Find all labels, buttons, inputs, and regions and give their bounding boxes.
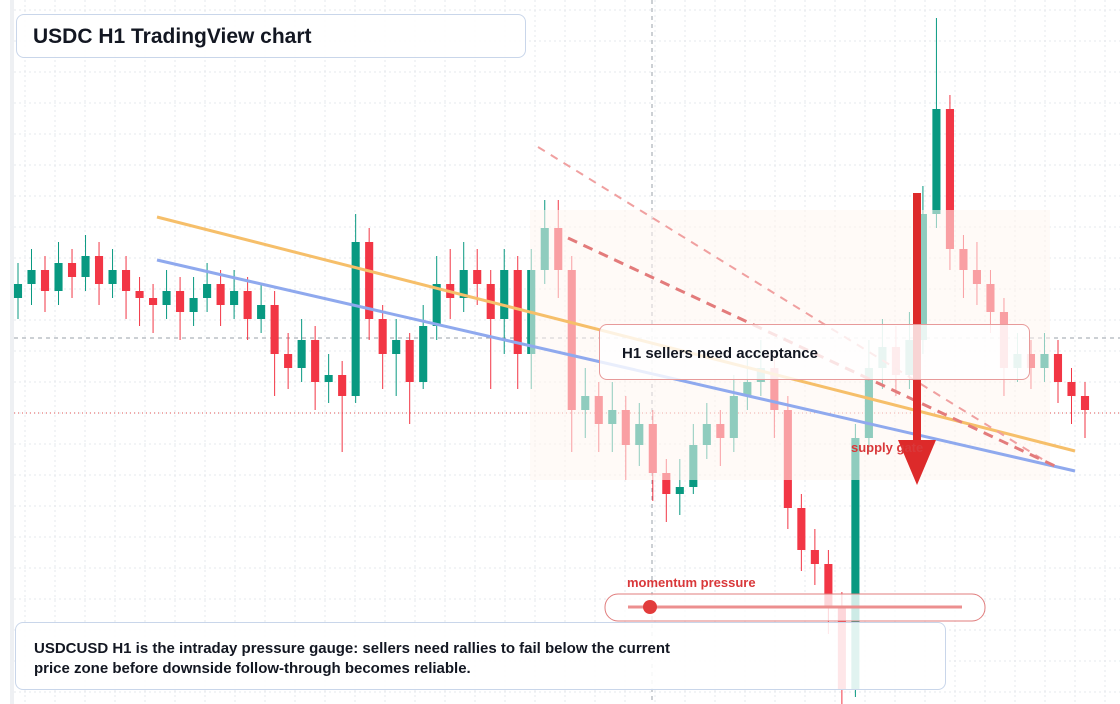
candle-body bbox=[419, 326, 428, 382]
candle-body bbox=[1080, 396, 1090, 410]
candle-body bbox=[135, 291, 144, 298]
candle-body bbox=[189, 298, 198, 312]
candle-body bbox=[162, 291, 171, 305]
candle-body bbox=[176, 291, 185, 312]
candle-body bbox=[121, 270, 131, 291]
arrow-head bbox=[898, 440, 936, 485]
candle-body bbox=[257, 305, 266, 319]
candle-body bbox=[297, 340, 306, 368]
zone-label: supply gate bbox=[851, 440, 924, 455]
chart-title: USDC H1 TradingView chart bbox=[16, 14, 526, 58]
candle-body bbox=[851, 438, 860, 690]
candle-body bbox=[338, 375, 347, 396]
candle-body bbox=[662, 473, 671, 494]
candle-body bbox=[94, 256, 104, 284]
candle-body bbox=[243, 291, 252, 319]
dashed-line-lower bbox=[567, 236, 1056, 468]
candle-body bbox=[108, 270, 117, 284]
candle-body bbox=[797, 508, 806, 550]
candle-body bbox=[675, 487, 684, 494]
candle-body bbox=[1067, 382, 1076, 396]
candle-body bbox=[13, 284, 23, 298]
dashed-line-upper bbox=[537, 146, 1051, 465]
candle-body bbox=[230, 291, 239, 305]
candle-body bbox=[500, 270, 509, 319]
candle-body bbox=[513, 270, 522, 354]
caption: USDCUSD H1 is the intraday pressure gaug… bbox=[34, 640, 671, 677]
arrow-shaft bbox=[913, 193, 921, 443]
candle-body bbox=[392, 340, 401, 354]
candle-body bbox=[270, 305, 279, 354]
candle-body bbox=[203, 284, 212, 298]
candle-body bbox=[810, 550, 819, 564]
candle-body bbox=[149, 298, 158, 305]
candle-body bbox=[432, 284, 441, 326]
candle-body bbox=[81, 256, 90, 277]
candle-body bbox=[311, 340, 320, 382]
candle-body bbox=[945, 109, 954, 249]
candle-body bbox=[405, 340, 414, 382]
candle-body bbox=[1053, 354, 1063, 382]
candle-body bbox=[473, 270, 482, 284]
candle-body bbox=[54, 263, 63, 291]
callout: H1 sellers need acceptance bbox=[599, 324, 1030, 380]
candle-body bbox=[459, 270, 468, 298]
candle-body bbox=[351, 242, 360, 396]
candle-body bbox=[284, 354, 293, 368]
candle-body bbox=[216, 284, 225, 305]
candle-body bbox=[27, 270, 36, 284]
left-edge bbox=[10, 0, 14, 704]
candle-body bbox=[67, 263, 77, 277]
candle-body bbox=[378, 319, 387, 354]
gauge-label: momentum pressure bbox=[627, 575, 756, 590]
candle-body bbox=[932, 109, 941, 214]
candle-body bbox=[824, 564, 833, 606]
candle-body bbox=[40, 270, 50, 291]
gauge-knob bbox=[643, 600, 657, 614]
candle-body bbox=[324, 375, 333, 382]
candle-body bbox=[365, 242, 374, 319]
caption-box: USDCUSD H1 is the intraday pressure gaug… bbox=[15, 622, 946, 690]
